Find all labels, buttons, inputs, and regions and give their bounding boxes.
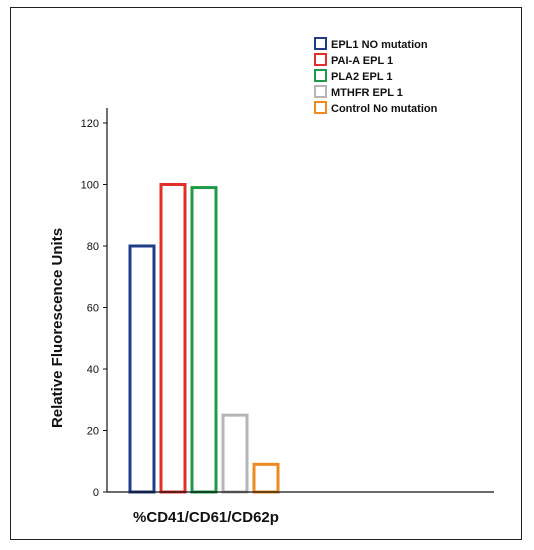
legend-swatch [314, 85, 327, 98]
legend-label: MTHFR EPL 1 [331, 87, 403, 99]
legend-swatch [314, 53, 327, 66]
legend: EPL1 NO mutation PAI-A EPL 1 PLA2 EPL 1 MTH… [314, 37, 438, 115]
legend-swatch [314, 101, 327, 114]
bar-epl1-no-mutation [128, 244, 156, 494]
y-axis-title: Relative Fluorescence Units [49, 228, 66, 428]
y-axis-ticks: 0 20 40 60 80 100 120 [81, 118, 107, 499]
y-tick-label: 120 [81, 118, 99, 130]
bar-pai-a-epl-1 [159, 183, 187, 494]
legend-label: Control No mutation [331, 103, 438, 115]
y-tick-label: 80 [87, 241, 99, 253]
bar-pla2-epl-1 [190, 186, 218, 494]
bars [128, 183, 280, 494]
y-tick-label: 60 [87, 303, 99, 315]
x-axis-category-label: %CD41/CD61/CD62p [133, 509, 279, 526]
legend-label: PAI-A EPL 1 [331, 55, 393, 67]
y-tick-label: 0 [93, 487, 99, 499]
chart-frame [10, 7, 522, 540]
bar-mthfr-epl-1 [221, 413, 249, 494]
legend-swatch [314, 37, 327, 50]
legend-label: EPL1 NO mutation [331, 39, 428, 51]
legend-label: PLA2 EPL 1 [331, 71, 393, 83]
y-tick-label: 20 [87, 426, 99, 438]
y-tick-label: 40 [87, 364, 99, 376]
legend-swatch [314, 69, 327, 82]
bar-control-no-mutation [252, 462, 280, 494]
y-tick-label: 100 [81, 180, 99, 192]
